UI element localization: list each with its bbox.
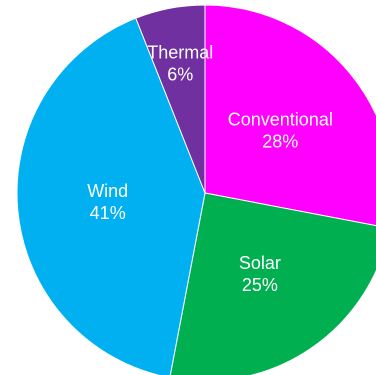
slice-value-solar: 25%: [242, 275, 278, 295]
pie-slice-solar: [169, 192, 376, 375]
pie-slice-wind: [16, 17, 206, 375]
pie-slices: [16, 4, 376, 375]
slice-value-wind: 41%: [90, 203, 126, 223]
slice-label-wind: Wind: [87, 181, 128, 201]
pie-slice-conventional: [204, 4, 376, 227]
pie-slice-thermal: [135, 4, 206, 194]
slice-label-thermal: Thermal: [147, 43, 213, 63]
slice-label-solar: Solar: [239, 253, 281, 273]
slice-value-conventional: 28%: [262, 132, 298, 152]
slice-label-conventional: Conventional: [228, 110, 333, 130]
slice-value-thermal: 6%: [167, 65, 193, 85]
